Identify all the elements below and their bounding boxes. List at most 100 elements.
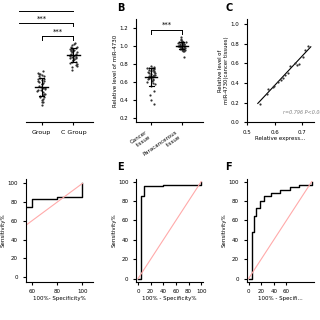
Point bbox=[74, 52, 79, 57]
Point bbox=[36, 70, 41, 76]
X-axis label: Relative express...: Relative express... bbox=[255, 136, 305, 141]
Point bbox=[36, 72, 41, 77]
Point bbox=[147, 73, 152, 78]
Point bbox=[152, 67, 157, 72]
Point bbox=[74, 51, 79, 56]
Point bbox=[178, 35, 183, 40]
Point bbox=[75, 61, 80, 66]
Point bbox=[37, 94, 43, 100]
Point bbox=[40, 85, 45, 90]
Point bbox=[180, 41, 185, 46]
Point bbox=[150, 77, 156, 83]
Point bbox=[41, 91, 46, 96]
Text: ***: *** bbox=[36, 15, 47, 21]
Point bbox=[146, 76, 151, 81]
Point bbox=[70, 65, 75, 70]
Point bbox=[147, 70, 152, 76]
Point bbox=[38, 84, 44, 89]
Point bbox=[182, 47, 188, 52]
Point bbox=[152, 72, 157, 77]
Point bbox=[270, 85, 276, 90]
Point bbox=[178, 42, 183, 47]
Point bbox=[181, 42, 186, 47]
Point bbox=[285, 70, 290, 76]
Point bbox=[40, 102, 45, 108]
Point bbox=[278, 78, 284, 83]
Point bbox=[41, 99, 46, 104]
Point bbox=[68, 46, 73, 52]
X-axis label: 100% - Specifi...: 100% - Specifi... bbox=[258, 296, 302, 300]
Point bbox=[39, 73, 44, 78]
Y-axis label: Relative level of
miR-4730(cancer tissues): Relative level of miR-4730(cancer tissue… bbox=[218, 37, 229, 104]
Point bbox=[280, 76, 285, 81]
Text: E: E bbox=[117, 163, 124, 172]
Text: C: C bbox=[225, 3, 232, 13]
Point bbox=[148, 74, 153, 79]
Point bbox=[182, 44, 187, 50]
Point bbox=[152, 65, 157, 70]
Point bbox=[41, 81, 46, 86]
Point bbox=[147, 93, 152, 98]
Text: ***: *** bbox=[52, 29, 62, 35]
Point bbox=[178, 44, 183, 50]
Point bbox=[175, 44, 180, 49]
Point bbox=[180, 41, 186, 46]
Point bbox=[71, 53, 76, 58]
Point bbox=[178, 46, 183, 51]
Point bbox=[151, 68, 156, 74]
Point bbox=[72, 41, 77, 46]
Point bbox=[43, 91, 48, 96]
Point bbox=[39, 82, 44, 87]
Point bbox=[148, 84, 154, 89]
Point bbox=[38, 88, 44, 93]
Point bbox=[72, 57, 77, 62]
X-axis label: 100%- Specificity%: 100%- Specificity% bbox=[33, 296, 85, 300]
Point bbox=[305, 44, 310, 49]
Point bbox=[67, 52, 72, 57]
Point bbox=[35, 88, 40, 93]
Point bbox=[288, 64, 293, 69]
Point bbox=[177, 43, 182, 48]
Point bbox=[70, 49, 76, 54]
Point bbox=[180, 47, 185, 52]
Point bbox=[176, 39, 181, 44]
Point bbox=[73, 59, 78, 64]
Point bbox=[42, 86, 47, 92]
Point bbox=[179, 45, 184, 50]
Point bbox=[147, 68, 152, 73]
Point bbox=[182, 45, 187, 50]
Point bbox=[148, 97, 154, 102]
Point bbox=[266, 87, 271, 92]
Point bbox=[72, 47, 77, 52]
Point bbox=[176, 44, 181, 49]
Point bbox=[67, 60, 72, 65]
Point bbox=[151, 69, 156, 75]
Point bbox=[69, 51, 74, 56]
X-axis label: 100% - Specificity%: 100% - Specificity% bbox=[142, 296, 197, 300]
Point bbox=[149, 71, 154, 76]
Point bbox=[181, 42, 186, 47]
Point bbox=[68, 47, 73, 52]
Point bbox=[150, 66, 155, 71]
Point bbox=[149, 78, 155, 84]
Point bbox=[152, 70, 157, 76]
Point bbox=[183, 39, 188, 44]
Point bbox=[302, 48, 307, 53]
Point bbox=[153, 81, 158, 86]
Point bbox=[150, 80, 156, 85]
Text: ***: *** bbox=[162, 22, 172, 28]
Point bbox=[176, 41, 181, 46]
Point bbox=[179, 37, 184, 42]
Point bbox=[292, 60, 297, 65]
Point bbox=[146, 76, 151, 82]
Point bbox=[74, 44, 79, 49]
Point bbox=[181, 54, 187, 59]
Text: r=0.796 P<0.001: r=0.796 P<0.001 bbox=[284, 110, 320, 115]
Point bbox=[74, 62, 79, 68]
Point bbox=[68, 49, 74, 54]
Point bbox=[74, 45, 79, 50]
Point bbox=[180, 39, 186, 44]
Point bbox=[39, 99, 44, 104]
Text: B: B bbox=[117, 3, 125, 13]
Point bbox=[74, 50, 79, 55]
